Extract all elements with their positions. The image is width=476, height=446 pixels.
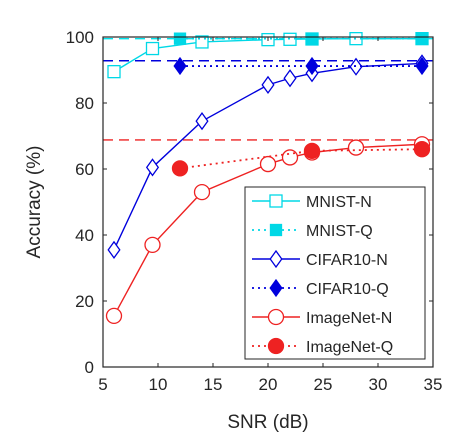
- point-cifar10-n-5: [283, 69, 297, 88]
- series-line-imagenet-q: [179, 148, 423, 170]
- legend-label-cifar10-n: CIFAR10-N: [306, 252, 388, 269]
- legend-label-mnist-q: MNIST-Q: [306, 223, 373, 240]
- point-imagenet-n-3: [193, 183, 211, 201]
- legend-marker-imagenet-q: [267, 337, 285, 355]
- legend-item-cifar10-q: CIFAR10-Q: [252, 278, 389, 298]
- legend-label-imagenet-q: ImageNet-Q: [306, 339, 393, 356]
- point-mnist-n-1: [107, 65, 121, 79]
- legend-item-mnist-q: MNIST-Q: [252, 223, 373, 240]
- legend-marker-imagenet-n: [267, 308, 285, 326]
- point-cifar10-q-3: [415, 56, 429, 76]
- point-cifar10-n-4: [261, 75, 275, 94]
- point-imagenet-q-1: [171, 160, 189, 177]
- y-tick-label: 100: [66, 28, 94, 47]
- point-cifar10-n-1: [107, 240, 121, 259]
- ticks-layer: 5 10 15 20 25 30 35 0 20 40 60 80 100: [66, 28, 443, 394]
- point-mnist-n-2: [145, 41, 160, 56]
- series-cifar10-q: [173, 56, 429, 76]
- x-tick-label: 10: [149, 375, 168, 394]
- y-tick-label: 80: [75, 94, 94, 113]
- point-imagenet-q-2: [303, 142, 321, 160]
- legend-item-imagenet-n: ImageNet-N: [252, 308, 392, 327]
- point-imagenet-n-5: [281, 149, 299, 166]
- point-cifar10-n-2: [145, 158, 160, 177]
- x-tick-label: 30: [369, 375, 388, 394]
- x-tick-label: 35: [424, 375, 443, 394]
- point-cifar10-q-2: [305, 56, 319, 76]
- point-cifar10-q-1: [173, 56, 187, 76]
- point-imagenet-n-4: [259, 155, 277, 173]
- point-imagenet-n-1: [105, 307, 123, 325]
- series-line-cifar10-n: [113, 62, 423, 251]
- point-mnist-q-1: [173, 32, 187, 45]
- point-mnist-q-2: [305, 32, 319, 45]
- y-tick-label: 0: [85, 358, 94, 377]
- x-tick-label: 15: [204, 375, 223, 394]
- legend-item-imagenet-q: ImageNet-Q: [252, 337, 393, 356]
- series-layer: [105, 32, 431, 325]
- x-tick-label: 5: [98, 375, 107, 394]
- legend-marker-cifar10-n: [269, 249, 283, 269]
- y-tick-label: 40: [75, 226, 94, 245]
- point-imagenet-n-7: [347, 139, 365, 156]
- x-tick-label: 25: [314, 375, 333, 394]
- point-cifar10-n-3: [195, 112, 209, 131]
- x-tick-label: 20: [259, 375, 278, 394]
- y-tick-label: 20: [75, 292, 94, 311]
- point-mnist-n-3: [195, 35, 209, 49]
- point-imagenet-n-2: [144, 236, 161, 254]
- legend-label-mnist-n: MNIST-N: [306, 194, 372, 211]
- legend-item-cifar10-n: CIFAR10-N: [252, 249, 388, 269]
- legend-item-mnist-n: MNIST-N: [252, 194, 372, 211]
- series-mnist-q: [173, 32, 429, 45]
- y-tick-label: 60: [75, 160, 94, 179]
- legend-marker-mnist-q: [269, 223, 283, 237]
- point-mnist-q-3: [415, 32, 429, 45]
- y-axis-label: Accuracy (%): [24, 146, 45, 259]
- point-imagenet-q-3: [413, 141, 431, 158]
- legend-items: MNIST-N MNIST-Q CIFAR10-N CIFAR10-Q ImageNet…: [252, 194, 393, 356]
- legend-label-cifar10-q: CIFAR10-Q: [306, 281, 389, 298]
- legend-marker-mnist-n: [269, 194, 283, 208]
- legend: MNIST-N MNIST-Q CIFAR10-N CIFAR10-Q ImageNet…: [244, 186, 426, 360]
- legend-box: [244, 186, 426, 360]
- legend-label-imagenet-n: ImageNet-N: [306, 310, 392, 327]
- legend-marker-cifar10-q: [269, 278, 283, 298]
- series-imagenet-q: [171, 141, 431, 177]
- x-axis-label: SNR (dB): [227, 412, 308, 433]
